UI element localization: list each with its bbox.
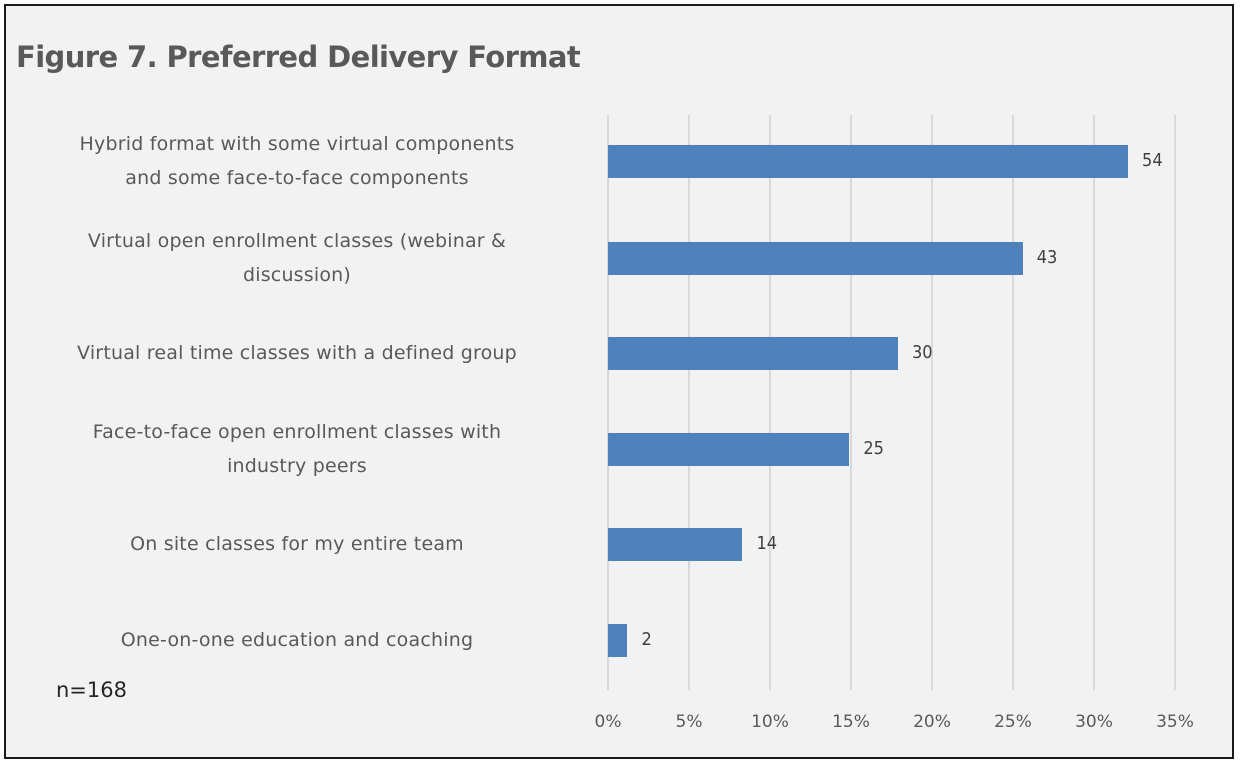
x-tick-label: 5% xyxy=(675,712,703,732)
category-label: Virtual open enrollment classes (webinar… xyxy=(2,224,592,292)
bar xyxy=(608,528,743,561)
x-tick-label: 25% xyxy=(994,712,1032,732)
plot-area: 0% 5% 10% 15% 20% 25% 30% 35% 54 Hybrid format wi… xyxy=(6,6,1232,757)
gridline xyxy=(931,115,933,690)
x-tick-label: 20% xyxy=(913,712,951,732)
bar xyxy=(608,145,1129,178)
category-label: Hybrid format with some virtual componen… xyxy=(2,127,592,195)
category-label-line: discussion) xyxy=(242,264,352,286)
x-tick-label: 0% xyxy=(594,712,622,732)
gridline xyxy=(850,115,852,690)
gridline xyxy=(1174,115,1176,690)
category-label-line: Face-to-face open enrollment classes wit… xyxy=(92,421,502,443)
bar xyxy=(608,242,1023,275)
gridline xyxy=(1012,115,1014,690)
category-label-line: One-on-one education and coaching xyxy=(120,629,474,651)
bar xyxy=(608,433,850,466)
x-tick-label: 30% xyxy=(1075,712,1113,732)
gridline xyxy=(1093,115,1095,690)
x-tick-label: 15% xyxy=(832,712,870,732)
chart-title: Figure 7. Preferred Delivery Format xyxy=(16,40,581,74)
x-tick-label: 35% xyxy=(1156,712,1194,732)
data-label: 2 xyxy=(641,629,652,650)
bar xyxy=(608,337,898,370)
category-label-line: industry peers xyxy=(227,455,367,477)
category-label: On site classes for my entire team xyxy=(2,527,592,561)
data-label: 43 xyxy=(1036,247,1058,268)
category-label: Virtual real time classes with a defined… xyxy=(2,336,592,370)
gridline xyxy=(769,115,771,690)
category-label-line: On site classes for my entire team xyxy=(130,533,464,555)
category-label: Face-to-face open enrollment classes wit… xyxy=(2,415,592,483)
x-tick-label: 10% xyxy=(751,712,789,732)
gridline xyxy=(607,115,609,690)
category-label: One-on-one education and coaching xyxy=(2,623,592,657)
data-label: 14 xyxy=(756,533,778,554)
data-label: 25 xyxy=(863,438,884,459)
chart-frame: Figure 7. Preferred Delivery Format 0% 5%… xyxy=(4,4,1234,759)
data-label: 30 xyxy=(911,342,933,363)
bar xyxy=(608,624,628,657)
category-label-line: and some face-to-face components xyxy=(125,167,469,189)
sample-size-note: n=168 xyxy=(56,678,127,702)
category-label-line: Virtual real time classes with a defined… xyxy=(77,342,517,364)
data-label: 54 xyxy=(1142,150,1163,171)
category-label-line: Virtual open enrollment classes (webinar… xyxy=(87,230,507,252)
gridline xyxy=(688,115,690,690)
category-label-line: Hybrid format with some virtual componen… xyxy=(79,133,515,155)
